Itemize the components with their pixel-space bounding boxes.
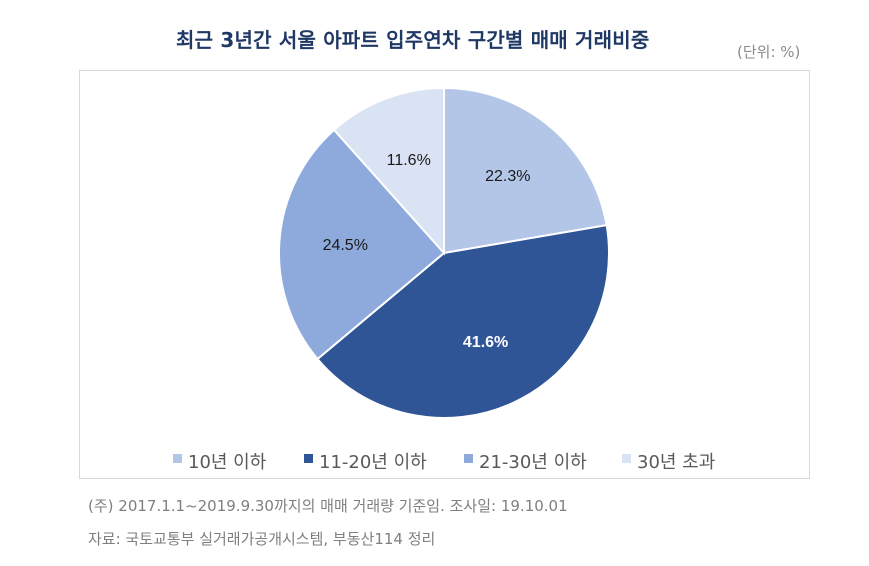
slice-over-30y: [332, 86, 445, 256]
slice-10y-or-less: [443, 86, 608, 255]
legend-label: 10년 이하: [188, 452, 267, 473]
legend-label: 11-20년 이하: [319, 452, 427, 473]
legend-item-10y-or-less: 10년 이하: [173, 448, 266, 474]
data-label: 22.3%: [485, 168, 531, 186]
legend-label: 21-30년 이하: [479, 452, 587, 473]
source-note: 자료: 국토교통부 실거래가공개시스템, 부동산114 정리: [88, 530, 436, 548]
legend-swatch-icon: [464, 453, 473, 463]
footnote: (주) 2017.1.1~2019.9.30까지의 매매 거래량 기준임. 조사…: [88, 497, 568, 515]
pie-chart: [278, 86, 610, 419]
legend-swatch-icon: [173, 453, 182, 463]
legend-swatch-icon: [622, 453, 631, 463]
legend-item-over-30y: 30년 초과: [622, 448, 715, 474]
legend-label: 30년 초과: [637, 452, 716, 473]
legend-item-21-30y: 21-30년 이하: [464, 448, 587, 474]
legend-item-11-20y: 11-20년 이하: [304, 448, 427, 474]
data-label: 41.6%: [462, 333, 509, 351]
unit-label: (단위: %): [737, 43, 801, 61]
chart-title: 최근 3년간 서울 아파트 입주연차 구간별 매매 거래비중: [176, 28, 650, 52]
chart-area: 22.3% 41.6% 24.5% 11.6%: [79, 70, 810, 479]
legend-swatch-icon: [304, 453, 313, 463]
data-label: 11.6%: [386, 151, 431, 169]
data-label: 24.5%: [322, 236, 368, 254]
slice-21-30y: [278, 128, 446, 361]
slice-11-20y: [316, 223, 610, 419]
